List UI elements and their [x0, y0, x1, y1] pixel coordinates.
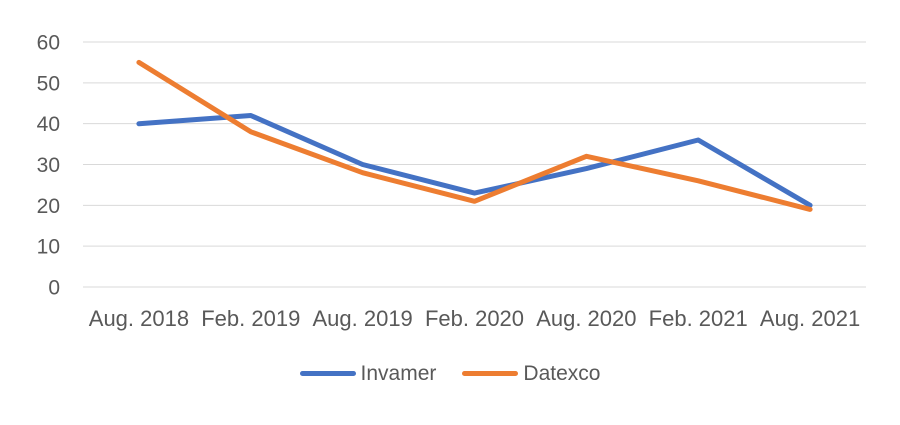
datexco-legend-marker [462, 370, 519, 376]
x-tick-label: Feb. 2020 [425, 306, 524, 331]
x-tick-label: Aug. 2018 [89, 306, 189, 331]
y-tick-label: 50 [37, 72, 60, 95]
x-tick-label: Aug. 2021 [760, 306, 860, 331]
datexco-legend-label: Datexco [523, 361, 601, 385]
y-tick-label: 20 [37, 195, 60, 218]
y-tick-label: 0 [48, 277, 60, 300]
invamer-line [136, 113, 813, 208]
invamer-legend-label: Invamer [360, 361, 437, 385]
legend-item-datexco: Datexco [462, 363, 600, 384]
datexco-line [136, 59, 813, 212]
x-tick-label: Feb. 2021 [649, 306, 748, 331]
x-tick-label: Aug. 2020 [536, 306, 636, 331]
y-tick-label: 10 [37, 236, 60, 259]
y-tick-label: 60 [37, 32, 60, 55]
legend-item-invamer: Invamer [299, 361, 437, 385]
invamer-legend-marker [299, 370, 356, 376]
y-tick-label: 40 [37, 113, 60, 136]
x-tick-label: Feb. 2019 [201, 306, 300, 331]
legend: Invamer Datexco [0, 358, 900, 388]
y-tick-label: 30 [37, 154, 60, 177]
x-tick-label: Aug. 2019 [312, 306, 412, 331]
